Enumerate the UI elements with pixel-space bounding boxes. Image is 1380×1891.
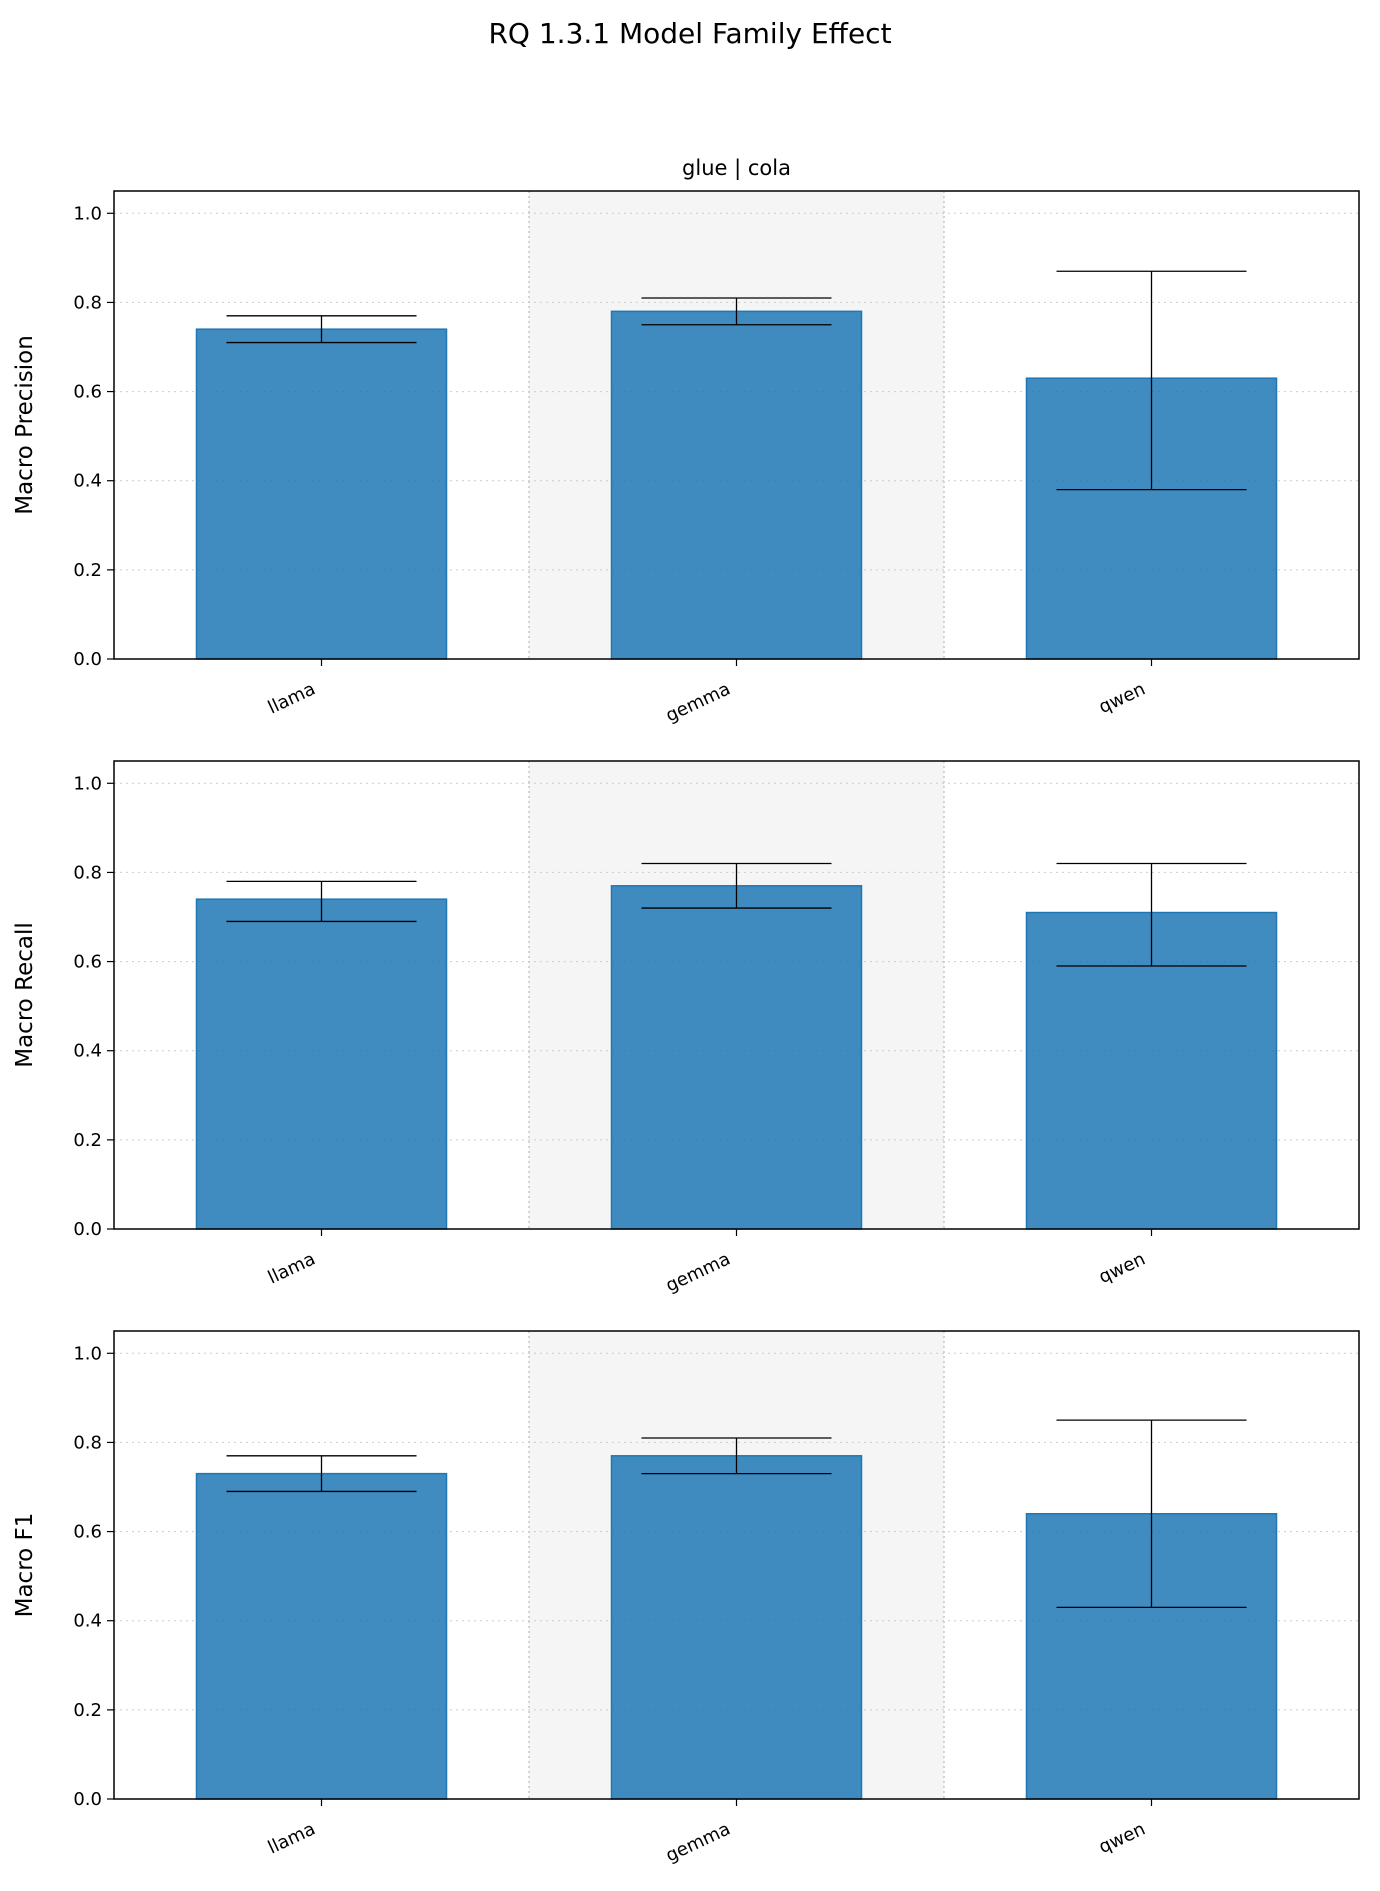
y-tick-label: 0.6 [73, 952, 102, 973]
subplot-3: 0.0 0.2 0.4 0.6 0.8 1.0 llama gemma qwen Macro F1 [12, 1330, 1360, 1867]
bar-llama [195, 898, 448, 1230]
x-tick-label-llama: llama [265, 678, 319, 718]
x-tick-label-qwen: qwen [1096, 678, 1149, 718]
y-tick-label: 0.0 [73, 1789, 102, 1810]
y-tick-label: 0.4 [73, 471, 102, 492]
x-tick-label-gemma: gemma [663, 678, 734, 726]
y-tick-label: 0.2 [73, 1130, 102, 1151]
subplot-title: glue | cola [682, 156, 791, 181]
x-tick-label-qwen: qwen [1096, 1248, 1149, 1288]
bar-llama [195, 1472, 448, 1800]
y-tick-label: 0.8 [73, 862, 102, 883]
axes-frame [113, 760, 1360, 1230]
subplot-1: 0.0 0.2 0.4 0.6 0.8 1.0 llama gemma qwen Macro Pr… [12, 156, 1360, 727]
y-tick-label: 0.4 [73, 1041, 102, 1062]
x-tick-label-gemma: gemma [663, 1818, 734, 1866]
x-tick-label-gemma: gemma [663, 1248, 734, 1296]
y-axis-label: Macro Recall [12, 922, 38, 1068]
axes-frame [113, 190, 1360, 660]
x-tick-label-llama: llama [265, 1818, 319, 1858]
figure-title: RQ 1.3.1 Model Family Effect [488, 17, 891, 50]
axes-frame [113, 1330, 1360, 1800]
x-tick-label-qwen: qwen [1096, 1818, 1149, 1858]
bar-gemma [610, 885, 863, 1230]
y-axis-label: Macro Precision [12, 335, 38, 515]
y-axis-label: Macro F1 [12, 1513, 38, 1618]
y-tick-label: 0.2 [73, 560, 102, 581]
subplots: 0.0 0.2 0.4 0.6 0.8 1.0 llama gemma qwen Macro Pr… [12, 156, 1360, 1867]
y-tick-label: 0.2 [73, 1700, 102, 1721]
y-tick-label: 0.0 [73, 649, 102, 670]
bar-gemma [610, 1455, 863, 1800]
y-tick-label: 0.8 [73, 292, 102, 313]
bar-gemma [610, 310, 863, 660]
y-tick-label: 0.6 [73, 382, 102, 403]
y-tick-label: 0.6 [73, 1522, 102, 1543]
x-tick-label-llama: llama [265, 1248, 319, 1288]
y-tick-label: 1.0 [73, 773, 102, 794]
bar-llama [195, 328, 448, 660]
y-tick-label: 0.8 [73, 1432, 102, 1453]
y-tick-label: 0.0 [73, 1219, 102, 1240]
subplot-2: 0.0 0.2 0.4 0.6 0.8 1.0 llama gemma qwen Macro Re… [12, 760, 1360, 1297]
y-tick-label: 1.0 [73, 1343, 102, 1364]
y-tick-label: 1.0 [73, 203, 102, 224]
y-tick-label: 0.4 [73, 1611, 102, 1632]
